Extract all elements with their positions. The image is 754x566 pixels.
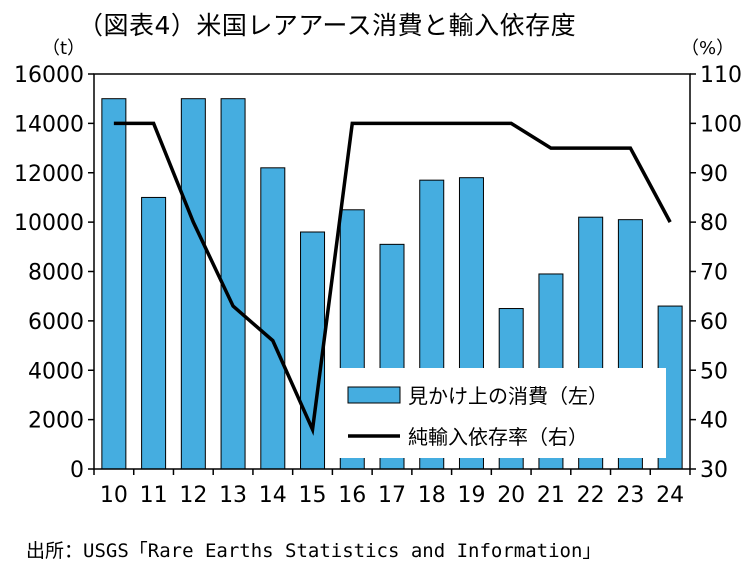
left-tick-label: 16000	[14, 63, 84, 88]
left-tick-label: 10000	[14, 211, 84, 236]
chart-title: （図表4）米国レアアース消費と輸入依存度	[78, 11, 577, 40]
x-tick-label: 17	[378, 483, 406, 508]
legend-box	[336, 368, 666, 458]
left-tick-label: 14000	[14, 112, 84, 137]
x-tick-label: 16	[338, 483, 366, 508]
right-tick-label: 80	[700, 211, 728, 236]
x-tick-label: 18	[418, 483, 446, 508]
axes: 0 2000 4000 6000 8000 10000 12000 14000 16000 30 4…	[14, 63, 742, 508]
x-tick-label: 15	[299, 483, 327, 508]
x-tick-label: 12	[179, 483, 207, 508]
x-tick-label: 19	[457, 483, 485, 508]
right-tick-label: 70	[700, 261, 728, 286]
left-tick-label: 6000	[28, 310, 84, 335]
bar-10	[101, 98, 127, 470]
left-tick-label: 12000	[14, 162, 84, 187]
x-tick-label: 14	[259, 483, 287, 508]
right-tick-label: 30	[700, 458, 728, 483]
right-tick-label: 40	[700, 409, 728, 434]
left-axis-unit: （t）	[42, 38, 86, 59]
left-tick-label: 4000	[28, 359, 84, 384]
x-tick-label: 21	[537, 483, 565, 508]
legend-bar-swatch	[347, 386, 401, 404]
bar-13	[220, 98, 246, 470]
bar-11	[141, 196, 167, 470]
source-note: 出所：USGS「Rare Earths Statistics and Infor…	[26, 540, 602, 562]
right-tick-label: 100	[700, 112, 742, 137]
right-tick-label: 50	[700, 359, 728, 384]
x-tick-label: 22	[577, 483, 605, 508]
x-tick-label: 24	[656, 483, 684, 508]
x-tick-label: 20	[497, 483, 525, 508]
legend: 見かけ上の消費（左） 純輸入依存率（右）	[336, 368, 666, 458]
line-series	[113, 121, 672, 436]
left-tick-label: 2000	[28, 409, 84, 434]
right-tick-label: 90	[700, 162, 728, 187]
left-tick-label: 0	[70, 458, 84, 483]
right-axis-unit: （%）	[681, 38, 735, 59]
right-tick-label: 60	[700, 310, 728, 335]
x-tick-label: 23	[616, 483, 644, 508]
legend-bar-label: 見かけ上の消費（左）	[408, 384, 608, 408]
bar-14	[260, 167, 286, 470]
x-tick-label: 13	[219, 483, 247, 508]
x-tick-label: 10	[100, 483, 128, 508]
left-tick-label: 8000	[28, 261, 84, 286]
line-dependency-rate	[113, 121, 672, 436]
bar-12	[180, 98, 206, 470]
right-tick-label: 110	[700, 63, 742, 88]
legend-line-label: 純輸入依存率（右）	[408, 425, 588, 449]
x-tick-label: 11	[140, 483, 168, 508]
